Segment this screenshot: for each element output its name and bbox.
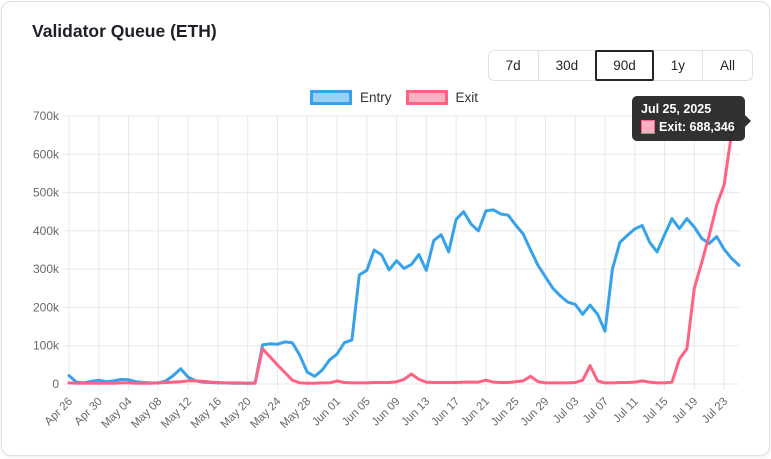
x-axis-tick-label: Jun 17 <box>429 396 462 429</box>
tooltip-date: Jul 25, 2025 <box>641 102 735 116</box>
y-axis-tick-label: 500k <box>33 186 60 200</box>
entry-line <box>69 210 739 383</box>
x-axis-tick-label: May 20 <box>219 396 254 431</box>
x-axis-tick-label: Jul 11 <box>611 396 641 426</box>
y-axis-tick-label: 0 <box>52 377 59 391</box>
x-axis-tick-label: May 16 <box>189 396 224 431</box>
range-button-90d[interactable]: 90d <box>595 50 654 81</box>
y-axis-tick-label: 200k <box>33 300 60 314</box>
x-axis-tick-label: May 12 <box>159 396 194 431</box>
x-axis-tick-label: Jun 09 <box>370 396 403 429</box>
x-axis-tick-label: Jun 21 <box>459 396 492 429</box>
x-axis-tick-label: Jul 03 <box>551 396 581 426</box>
x-axis-tick-label: Apr 26 <box>43 396 75 428</box>
exit-line <box>69 121 739 384</box>
x-axis-tick-label: Jul 07 <box>581 396 611 426</box>
x-axis-tick-label: May 28 <box>278 396 313 431</box>
y-axis-tick-label: 300k <box>33 262 60 276</box>
x-axis-tick-label: Jul 19 <box>670 396 700 426</box>
chart-tooltip: Jul 25, 2025 Exit: 688,346 <box>632 96 745 141</box>
x-axis-tick-label: May 08 <box>129 396 164 431</box>
x-axis-tick-label: Jun 01 <box>310 396 343 429</box>
tooltip-value: Exit: 688,346 <box>659 120 735 134</box>
y-axis-tick-label: 400k <box>33 224 60 238</box>
x-axis-tick-label: May 04 <box>100 395 136 431</box>
x-axis-tick-label: Jul 15 <box>640 396 670 426</box>
y-axis-tick-label: 700k <box>33 109 60 123</box>
x-axis-tick-label: Jun 05 <box>340 396 373 429</box>
x-axis-tick-label: Jun 29 <box>519 396 552 429</box>
x-axis-tick-label: Jun 13 <box>400 396 433 429</box>
x-axis-tick-label: Jun 25 <box>489 396 522 429</box>
y-axis-tick-label: 600k <box>33 147 60 161</box>
tooltip-exit-swatch-icon <box>641 120 655 134</box>
x-axis-tick-label: May 24 <box>248 395 284 431</box>
x-axis-tick-label: Jul 23 <box>700 396 730 426</box>
y-axis-tick-label: 100k <box>33 339 60 353</box>
